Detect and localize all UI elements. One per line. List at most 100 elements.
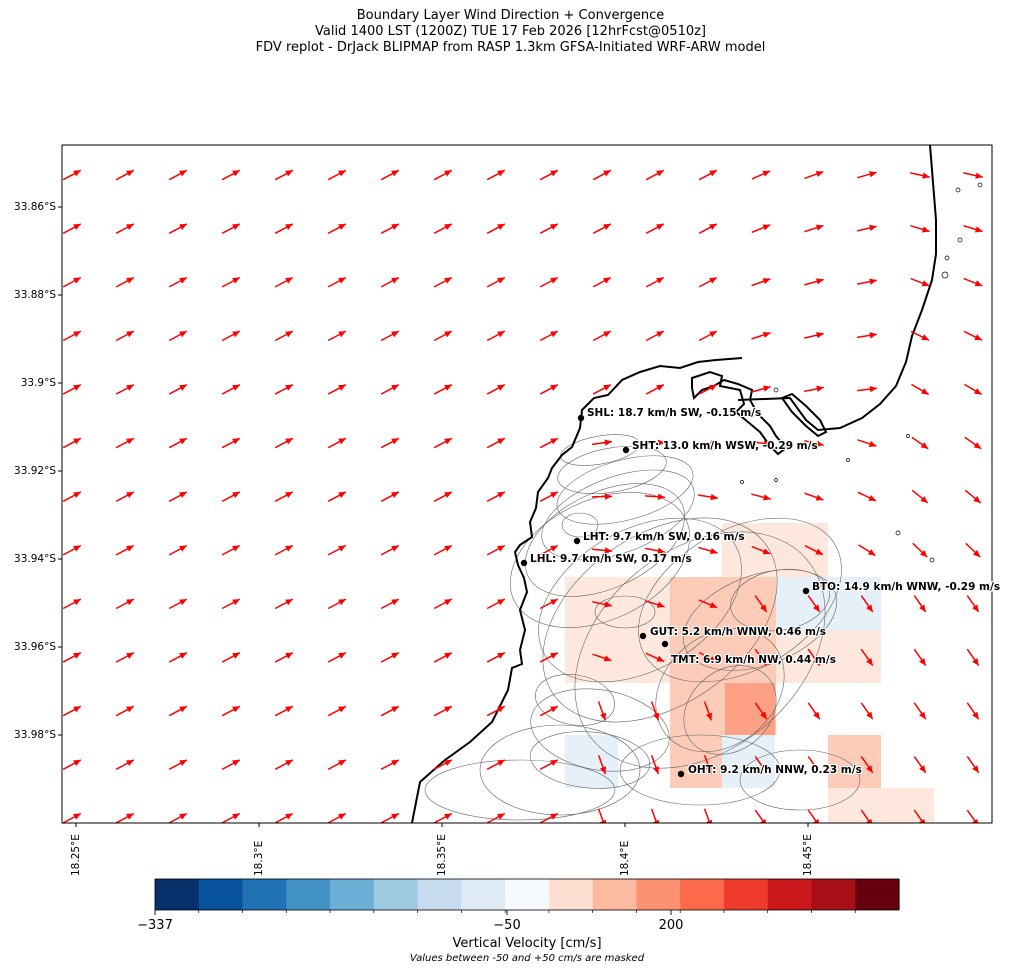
wind-arrow — [645, 652, 665, 663]
colorbar-bin — [767, 879, 813, 910]
wind-arrow — [221, 652, 241, 663]
terrain-contours — [424, 434, 861, 821]
wind-arrow — [597, 808, 607, 823]
wind-arrow — [62, 544, 82, 556]
title-line-3: FDV replot - DrJack BLIPMAP from RASP 1.… — [255, 40, 766, 55]
contour-line — [424, 759, 616, 821]
station-dot — [573, 537, 581, 545]
wind-arrow — [751, 493, 771, 501]
wind-arrow — [650, 808, 660, 823]
wind-arrow — [857, 439, 877, 447]
wind-arrow — [645, 169, 665, 181]
wind-arrow — [327, 437, 347, 449]
wind-arrow — [433, 330, 453, 342]
contour-line — [530, 688, 670, 772]
colorbar-bin — [373, 879, 419, 910]
wind-arrow — [910, 277, 930, 287]
wind-arrow — [115, 652, 135, 663]
wind-arrow — [327, 812, 347, 823]
wind-arrow — [327, 652, 347, 663]
wind-arrow — [910, 383, 930, 396]
wind-arrow — [913, 702, 927, 720]
wind-arrow — [698, 493, 718, 501]
wind-arrow — [751, 170, 771, 180]
wind-arrow — [539, 544, 559, 556]
wind-arrow — [486, 652, 506, 663]
station-dot — [639, 632, 647, 640]
wind-arrow — [644, 439, 666, 447]
lon-label: 18.4°E — [619, 840, 631, 876]
wind-arrow — [539, 491, 559, 502]
wind-arrow — [380, 384, 400, 395]
wind-arrow — [168, 491, 188, 502]
wind-arrow — [910, 224, 930, 233]
station-label-oht: OHT: 9.2 km/h NNW, 0.23 m/s — [688, 764, 862, 776]
wind-arrow — [486, 223, 506, 234]
station-dot — [661, 640, 669, 648]
wind-arrow — [539, 384, 559, 395]
station-label-lht: LHT: 9.7 km/h SW, 0.16 m/s — [583, 531, 745, 543]
plot-frame — [61, 144, 993, 824]
wind-arrow — [168, 598, 188, 610]
vertical-velocity-cell — [828, 788, 881, 823]
wind-arrow — [754, 702, 768, 720]
station-dot — [802, 587, 810, 595]
wind-arrow — [274, 812, 294, 823]
wind-arrow — [804, 170, 824, 180]
wind-arrow — [650, 701, 660, 721]
wind-arrow — [380, 437, 400, 449]
wind-arrow — [221, 330, 241, 342]
wind-arrow — [698, 651, 718, 663]
wind-arrow — [592, 384, 612, 395]
colorbar-tick: −337 — [137, 918, 173, 933]
wind-arrow — [433, 812, 453, 823]
wind-arrow — [698, 330, 718, 342]
wind-arrow — [274, 276, 294, 288]
colorbar-tick: −50 — [493, 918, 521, 933]
station-dot — [677, 770, 685, 778]
wind-arrow — [274, 652, 294, 663]
station-label-lhl: LHL: 9.7 km/h SW, 0.17 m/s — [530, 553, 692, 565]
wind-arrow — [750, 440, 772, 447]
wind-arrow — [274, 491, 294, 502]
wind-arrow — [966, 648, 980, 667]
wind-arrow — [327, 276, 347, 288]
wind-arrow — [539, 223, 559, 234]
contour-line — [594, 595, 656, 629]
wind-arrow — [274, 544, 294, 556]
wind-arrow — [911, 436, 929, 450]
colorbar-note: Values between -50 and +50 cm/s are mask… — [409, 953, 645, 964]
wind-arrow — [168, 812, 188, 823]
wind-arrow — [62, 330, 82, 342]
wind-arrow — [539, 276, 559, 288]
wind-arrow — [62, 705, 82, 717]
wind-arrow — [539, 652, 559, 663]
station-label-tmt: TMT: 6.9 km/h NW, 0.44 m/s — [671, 654, 836, 666]
wind-arrow — [221, 812, 241, 823]
wind-arrow — [963, 330, 983, 341]
wind-arrow — [168, 437, 188, 449]
wind-arrow — [115, 330, 135, 342]
wind-arrow — [380, 705, 400, 717]
wind-arrow — [807, 595, 821, 613]
wind-arrow — [754, 755, 768, 774]
station-label-shl: SHL: 18.7 km/h SW, -0.15 m/s — [587, 407, 762, 419]
wind-arrow — [703, 701, 713, 721]
wind-arrow — [754, 648, 768, 667]
wind-arrow — [380, 812, 400, 823]
wind-arrow — [274, 437, 294, 449]
wind-arrow — [327, 544, 347, 556]
wind-arrow — [807, 755, 821, 774]
wind-arrow — [486, 169, 506, 181]
lon-label: 18.35°E — [436, 834, 448, 876]
colorbar — [154, 878, 900, 915]
wind-arrow — [380, 223, 400, 234]
wind-arrow — [860, 595, 874, 613]
title-line-1: Boundary Layer Wind Direction + Converge… — [356, 8, 665, 23]
wind-arrow — [698, 599, 718, 609]
wind-arrow — [433, 544, 453, 556]
wind-arrow — [115, 223, 135, 234]
contour-line — [509, 492, 691, 628]
station-label-gut: GUT: 5.2 km/h WNW, 0.46 m/s — [650, 626, 827, 638]
wind-arrow — [804, 439, 824, 447]
